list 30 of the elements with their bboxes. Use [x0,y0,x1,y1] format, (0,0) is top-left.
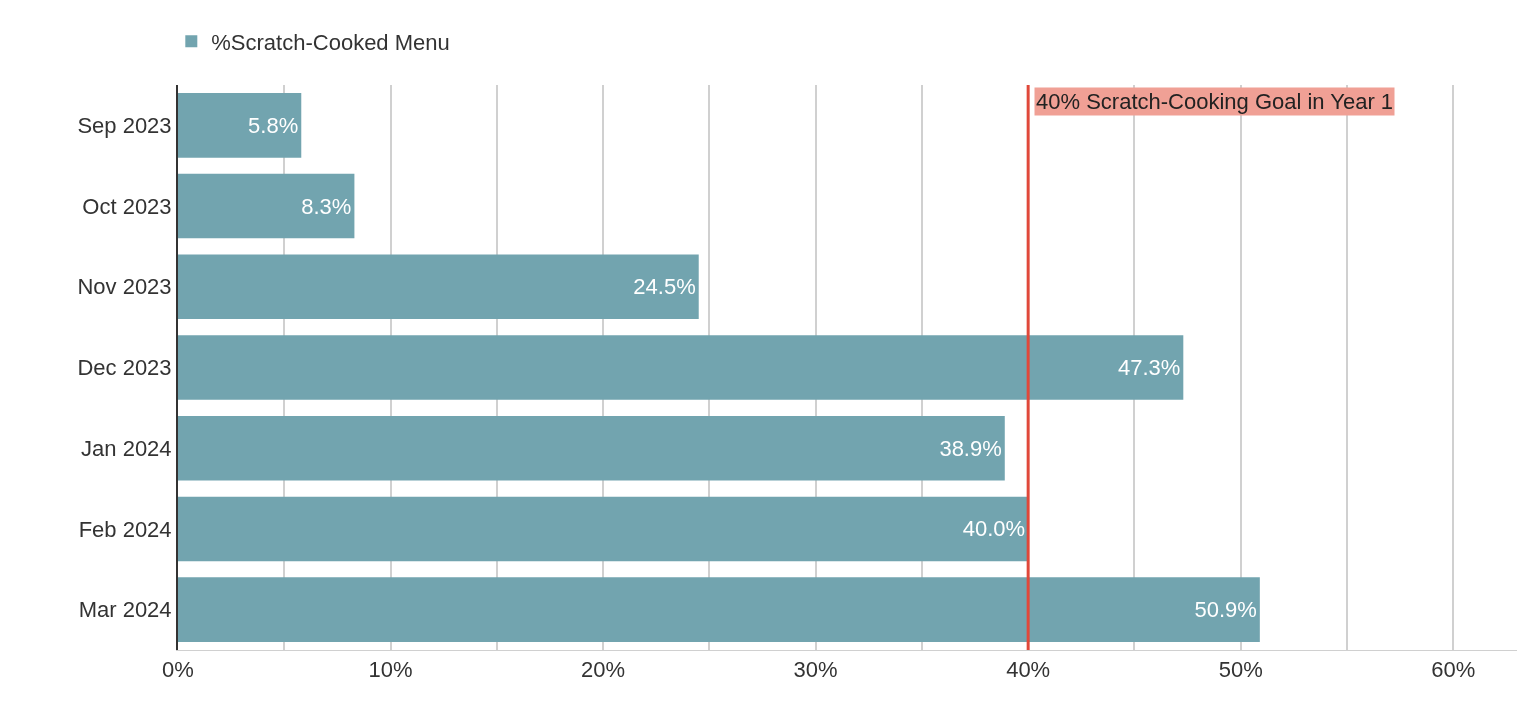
y-tick-label: Mar 2024 [78,597,172,623]
bar [178,577,1260,642]
y-tick-label: Feb 2024 [78,516,172,542]
data-label: 24.5% [633,274,696,300]
x-tick-label: 30% [793,657,838,683]
x-tick-label: 40% [1006,657,1051,683]
x-tick-label: 20% [581,657,626,683]
legend-label: %Scratch-Cooked Menu [211,29,450,55]
data-label: 5.8% [248,112,299,138]
data-label: 50.9% [1194,597,1257,623]
bar [178,415,1005,481]
bar [178,93,302,158]
data-label: 40.0% [962,516,1026,542]
bar [178,335,1184,400]
y-tick-label: Nov 2023 [77,274,172,300]
ref-line-label: 40% Scratch-Cooking Goal in Year 1 [1036,89,1394,114]
bar [178,496,1029,562]
data-label: 8.3% [301,193,352,219]
bar [178,254,699,320]
y-tick-label: Sep 2023 [77,113,172,139]
y-tick-label: Jan 2024 [81,435,172,461]
x-tick-label: 60% [1431,657,1476,683]
y-tick-label: Oct 2023 [82,193,172,219]
data-label: 38.9% [939,435,1002,461]
x-tick-label: 10% [368,657,413,683]
x-tick-label: 50% [1218,657,1263,683]
y-tick-label: Dec 2023 [77,355,172,381]
x-tick-label: 0% [162,657,194,683]
data-label: 47.3% [1117,355,1181,380]
bar [178,173,355,239]
